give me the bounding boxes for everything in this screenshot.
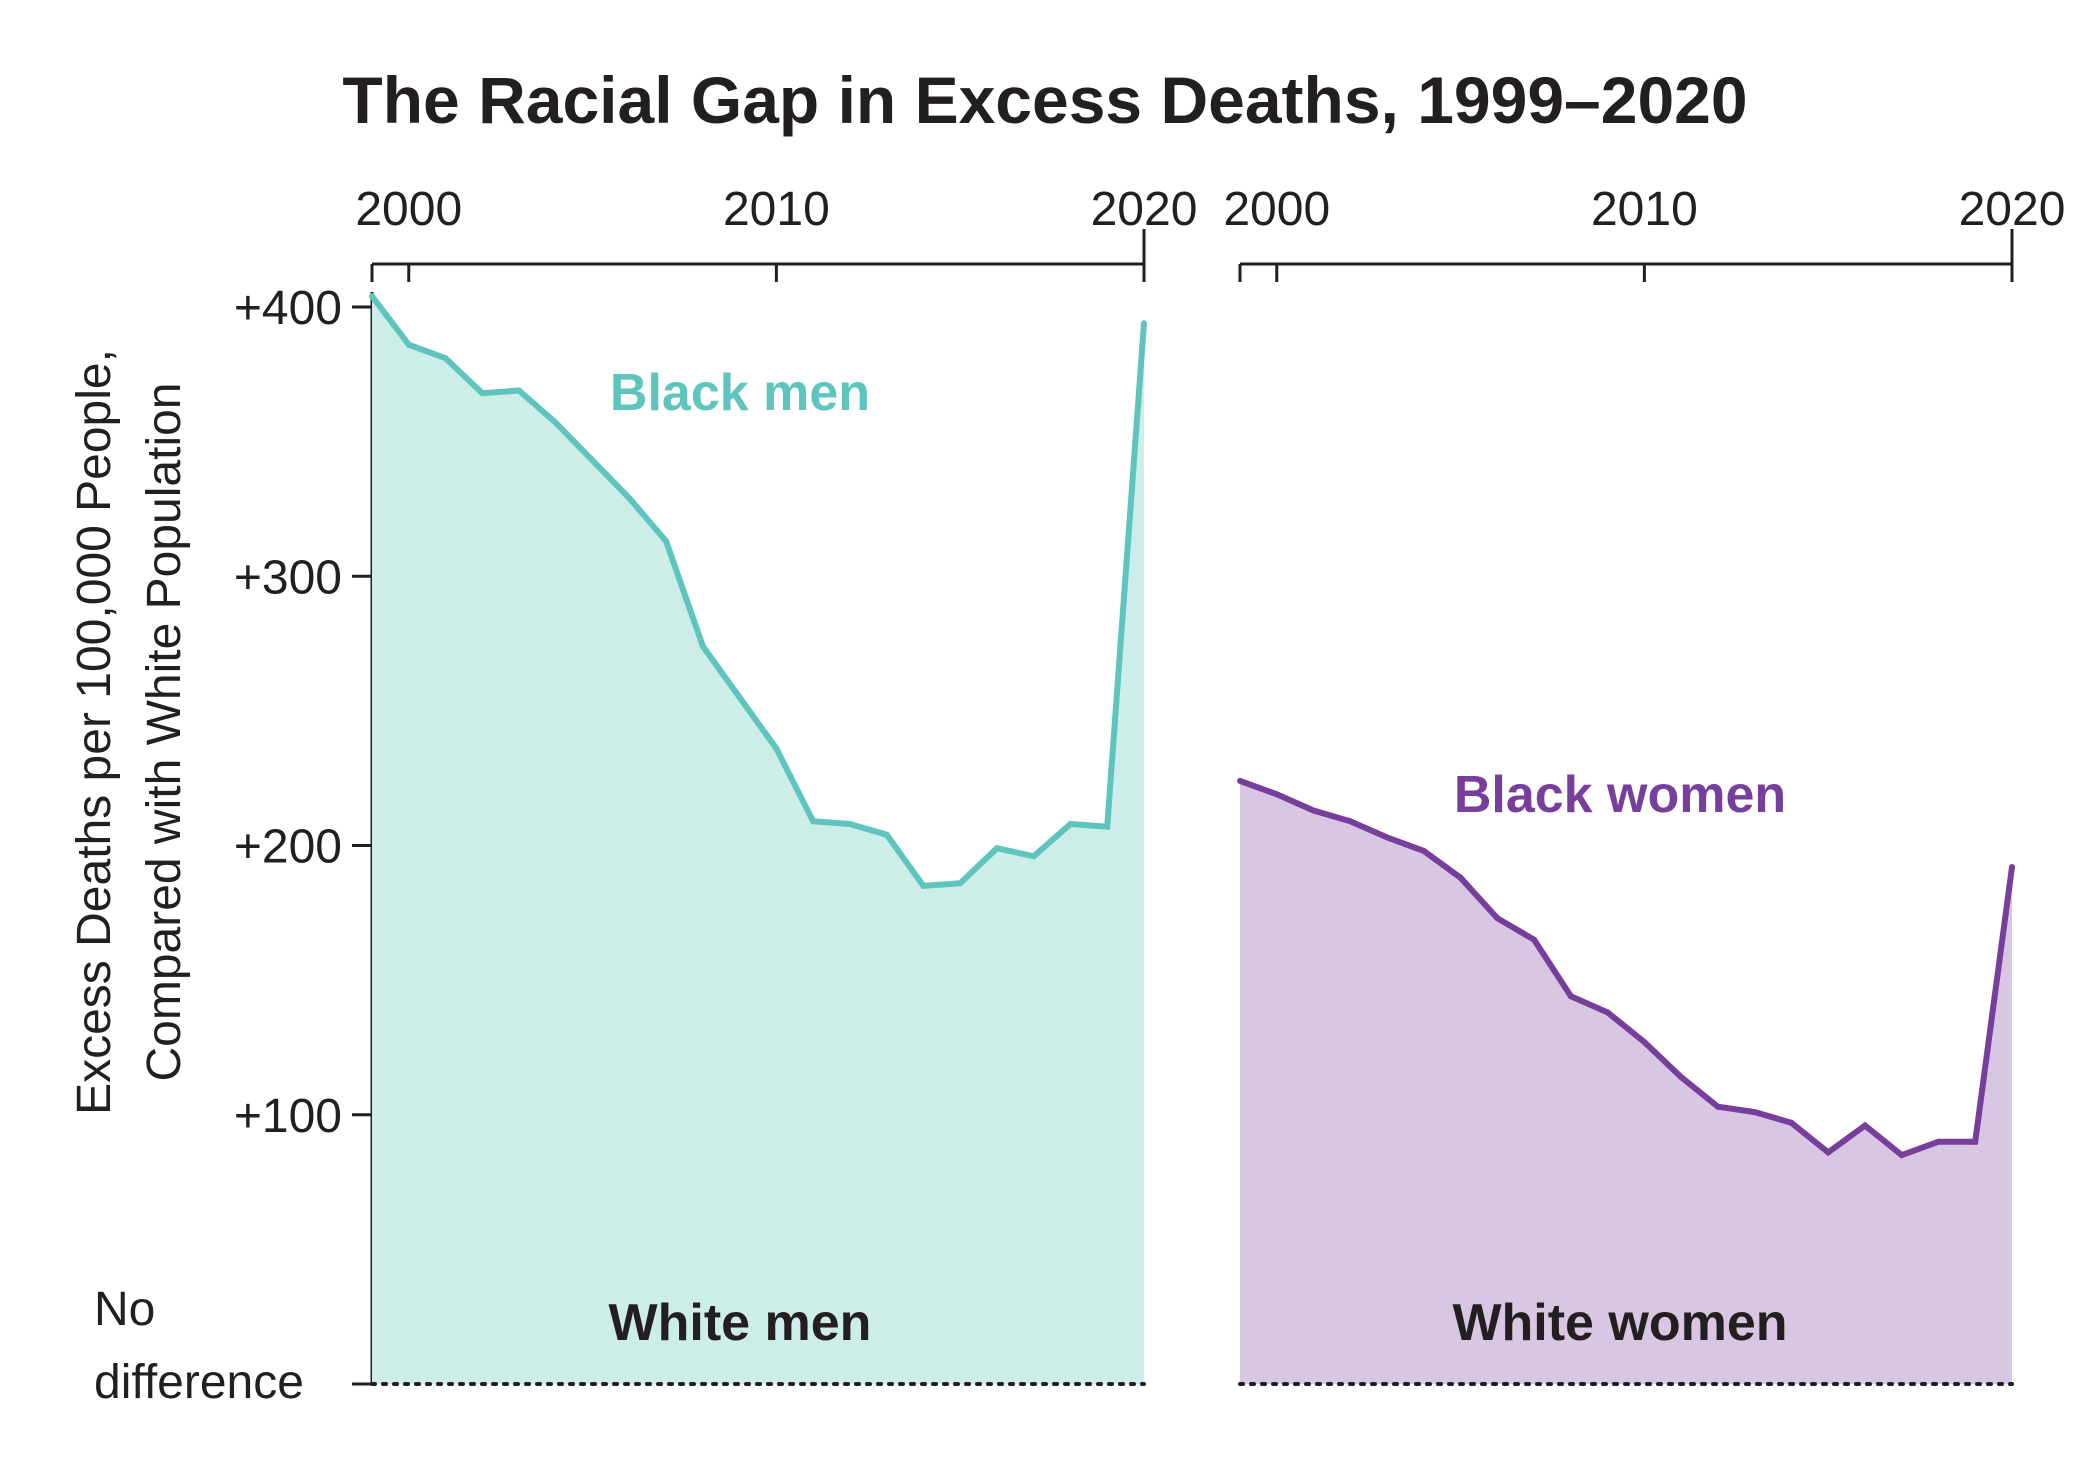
x-tick-label: 2020	[1959, 183, 2066, 236]
baseline-label: White women	[1452, 1294, 1787, 1352]
data-point	[1567, 993, 1574, 1000]
y-axis-title-line1: Excess Deaths per 100,000 People,	[68, 349, 121, 1115]
data-point	[1531, 936, 1538, 943]
data-point	[1604, 1009, 1611, 1016]
data-point	[1141, 320, 1147, 327]
y-axis-title: Excess Deaths per 100,000 People, Compar…	[68, 349, 191, 1115]
series-label: Black women	[1454, 766, 1786, 824]
data-point	[1457, 874, 1464, 881]
zero-label-line1: No	[94, 1283, 155, 1336]
data-point	[589, 457, 596, 464]
data-point	[1678, 1074, 1685, 1081]
data-point	[994, 845, 1000, 852]
data-point	[626, 495, 633, 502]
data-point	[883, 831, 890, 838]
data-point	[810, 818, 817, 825]
x-tick-label: 2010	[723, 183, 830, 236]
data-point	[1273, 791, 1280, 798]
chart-title: The Racial Gap in Excess Deaths, 1999–20…	[342, 63, 1747, 137]
data-point	[957, 880, 964, 887]
data-point	[1862, 1122, 1868, 1129]
data-point	[1384, 834, 1390, 841]
data-point	[1030, 853, 1037, 860]
data-point	[699, 643, 706, 650]
data-point	[773, 745, 780, 752]
x-tick-label: 2010	[1591, 183, 1698, 236]
series-line	[1238, 778, 2015, 1159]
x-tick-label: 2020	[1091, 183, 1198, 236]
data-point	[405, 341, 412, 348]
data-point	[1898, 1152, 1905, 1159]
data-point	[1420, 847, 1427, 854]
series-label: Black men	[610, 364, 870, 422]
series-line	[369, 294, 1147, 890]
data-point	[2009, 864, 2015, 870]
data-point	[1751, 1109, 1758, 1116]
data-point	[369, 293, 375, 300]
data-point	[552, 419, 559, 426]
data-point	[920, 882, 927, 889]
data-point	[1825, 1149, 1832, 1156]
x-tick-label: 2000	[1223, 183, 1330, 236]
panel-men: 2000 2010 2020 Black men White men	[355, 183, 1198, 1386]
data-point	[1237, 777, 1243, 784]
data-point	[1714, 1103, 1721, 1110]
x-tick-label: 2000	[355, 183, 462, 236]
data-point	[1972, 1138, 1979, 1145]
data-point	[1347, 818, 1354, 825]
y-tick-label: +300	[234, 551, 342, 604]
data-point	[516, 387, 522, 394]
y-tick-label: +100	[234, 1090, 342, 1143]
data-point	[442, 355, 449, 362]
data-point	[1104, 823, 1111, 830]
data-point	[663, 538, 670, 545]
data-point	[736, 694, 743, 701]
area-fill	[1240, 780, 2012, 1384]
y-tick-label: +200	[234, 821, 342, 874]
panel-women: 2000 2010 2020 Black women White women	[1223, 183, 2066, 1386]
area-fill	[372, 296, 1144, 1385]
data-point	[1641, 1039, 1648, 1046]
data-point	[846, 821, 853, 827]
y-axis: +400 +300 +200 +100 No difference	[94, 282, 374, 1409]
baseline-label: White men	[609, 1294, 872, 1352]
data-point	[1788, 1119, 1795, 1126]
data-point	[1067, 821, 1074, 827]
data-point	[1935, 1138, 1942, 1145]
y-axis-title-line2: Compared with White Population	[138, 382, 191, 1081]
data-point	[479, 390, 486, 397]
data-point	[1310, 807, 1317, 814]
data-point	[1494, 915, 1501, 922]
y-tick-label: +400	[234, 282, 342, 335]
zero-label-line2: difference	[94, 1356, 304, 1409]
